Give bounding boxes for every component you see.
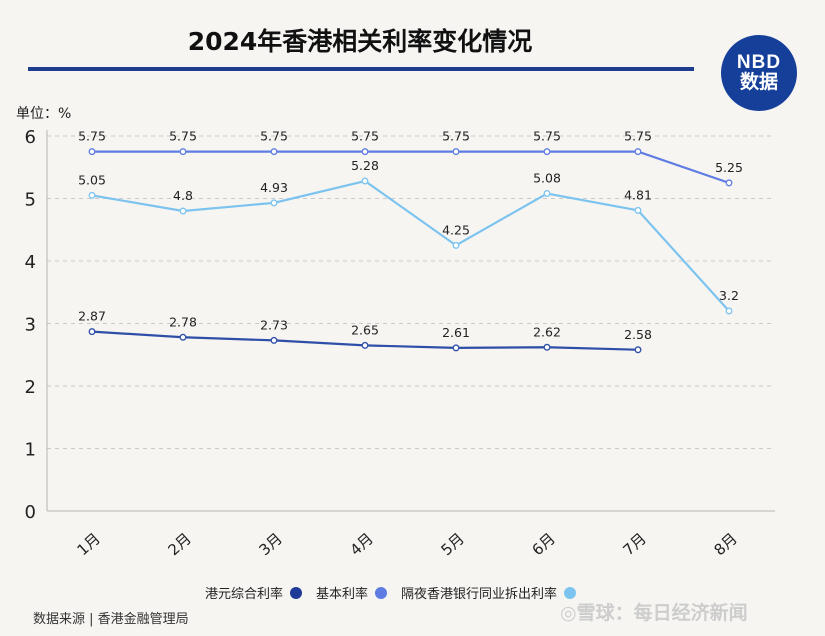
y-tick-label: 5 [25, 190, 36, 211]
logo-line2: 数据 [739, 72, 778, 93]
data-label: 2.87 [78, 309, 106, 324]
x-tick-label: 1月 [74, 529, 104, 559]
data-label: 5.75 [169, 129, 197, 144]
legend-item-composite: 港元综合利率 [205, 583, 303, 602]
data-label: 4.25 [442, 222, 470, 237]
data-label: 2.61 [442, 325, 470, 340]
data-label: 5.75 [260, 129, 288, 144]
y-tick-label: 1 [25, 440, 36, 461]
data-point [634, 346, 642, 354]
data-point [725, 179, 733, 187]
x-tick-label: 6月 [529, 529, 559, 559]
data-point [179, 207, 187, 215]
data-point [179, 148, 187, 156]
chart-title: 2024年香港相关利率变化情况 [187, 27, 533, 56]
data-label: 5.75 [624, 129, 652, 144]
logo-line1: NBD [736, 52, 782, 74]
data-label: 2.58 [624, 327, 652, 342]
data-label: 2.65 [351, 322, 379, 337]
data-point [270, 148, 278, 156]
data-label: 4.93 [260, 180, 288, 195]
data-label: 2.78 [169, 314, 197, 329]
x-tick-label: 8月 [711, 529, 741, 559]
data-label: 3.2 [719, 288, 739, 303]
data-label: 4.81 [624, 187, 652, 202]
legend-label: 港元综合利率 [205, 587, 284, 602]
x-tick-label: 5月 [438, 529, 468, 559]
data-point [452, 148, 460, 156]
data-label: 4.8 [173, 188, 193, 203]
data-point [88, 328, 96, 336]
data-point [179, 333, 187, 341]
legend-swatch [375, 586, 388, 599]
legend-label: 基本利率 [316, 587, 369, 602]
x-tick-label: 4月 [347, 529, 377, 559]
unit-label: 单位：% [16, 106, 72, 122]
data-point [452, 344, 460, 352]
data-label: 5.28 [351, 158, 379, 173]
data-label: 5.25 [715, 160, 743, 175]
data-point [88, 148, 96, 156]
data-point [270, 199, 278, 207]
data-label: 5.75 [442, 129, 470, 144]
data-label: 5.08 [533, 171, 561, 186]
data-point [361, 177, 369, 185]
x-tick-label: 3月 [256, 529, 286, 559]
data-point [725, 307, 733, 315]
series-line [91, 179, 730, 312]
y-tick-label: 4 [25, 252, 36, 273]
y-tick-label: 6 [25, 127, 36, 148]
x-tick-label: 2月 [165, 529, 195, 559]
title-underline [28, 67, 694, 71]
y-tick-label: 2 [25, 377, 36, 398]
x-tick-label: 7月 [620, 529, 650, 559]
data-label: 5.75 [533, 129, 561, 144]
data-point [361, 341, 369, 349]
watermark: ◎雪球：每日经济新闻 [560, 602, 748, 624]
legend-item-prime: 基本利率 [316, 583, 388, 602]
data-point [88, 191, 96, 199]
source-note: 数据来源 | 香港金融管理局 [33, 612, 189, 627]
series-line [92, 150, 730, 184]
data-point [634, 148, 642, 156]
data-point [543, 190, 551, 197]
legend-swatch [564, 586, 577, 599]
data-point [270, 336, 278, 344]
data-label: 5.75 [78, 129, 106, 144]
data-label: 2.73 [260, 317, 288, 332]
y-tick-label: 3 [25, 315, 36, 336]
data-label: 5.75 [351, 129, 379, 144]
legend-label: 隔夜香港银行同业拆出利率 [401, 587, 558, 602]
data-point [634, 206, 642, 214]
data-point [543, 343, 551, 351]
data-label: 2.62 [533, 324, 561, 339]
data-label: 5.05 [78, 172, 106, 187]
legend: 港元综合利率 基本利率 隔夜香港银行同业拆出利率 [205, 583, 577, 602]
legend-item-hibor: 隔夜香港银行同业拆出利率 [401, 583, 577, 602]
y-tick-label: 0 [25, 502, 36, 523]
data-point [452, 241, 460, 249]
legend-swatch [290, 586, 303, 599]
data-point [543, 148, 551, 156]
nbd-logo: NBD 数据 [721, 35, 797, 111]
data-point [361, 148, 369, 156]
